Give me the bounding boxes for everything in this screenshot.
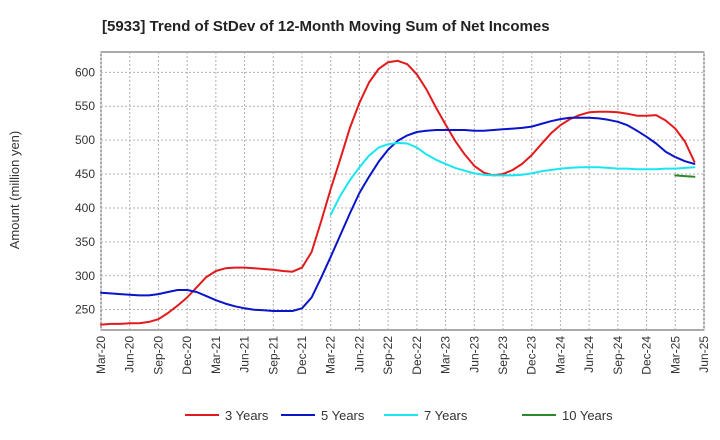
x-tick-label: Mar-24 [553, 336, 567, 374]
x-tick-label: Sep-20 [151, 336, 165, 375]
x-tick-label: Dec-22 [410, 336, 424, 375]
x-axis-ticks: Mar-20 Jun-20 Sep-20 Dec-20 Mar-21 Jun-21 Sep-… [94, 336, 711, 375]
grid [100, 52, 705, 330]
legend-label: 5 Years [321, 408, 365, 423]
x-tick-label: Dec-21 [295, 336, 309, 375]
x-tick-label: Dec-23 [525, 336, 539, 375]
plot-area [100, 51, 705, 331]
x-tick-label: Mar-23 [439, 336, 453, 374]
y-tick-label: 450 [75, 167, 95, 181]
x-tick-label: Jun-20 [123, 336, 137, 373]
x-tick-label: Sep-24 [611, 336, 625, 375]
x-tick-label: Jun-24 [582, 336, 596, 373]
x-tick-label: Sep-22 [381, 336, 395, 375]
x-tick-label: Jun-21 [238, 336, 252, 373]
x-tick-label: Jun-25 [697, 336, 711, 373]
legend-label: 7 Years [424, 408, 468, 423]
series-line-10-years [674, 174, 696, 178]
y-tick-label: 300 [75, 269, 95, 283]
series-line-5-years [100, 116, 696, 312]
y-tick-label: 250 [75, 303, 95, 317]
y-tick-label: 550 [75, 99, 95, 113]
x-tick-label: Jun-22 [352, 336, 366, 373]
legend: 3 Years 5 Years 7 Years 10 Years [185, 408, 613, 423]
legend-label: 10 Years [562, 408, 613, 423]
y-axis-label: Amount (million yen) [7, 131, 22, 250]
series-line-7-years [329, 141, 696, 216]
x-tick-label: Dec-24 [640, 336, 654, 375]
x-tick-label: Sep-23 [496, 336, 510, 375]
x-tick-label: Mar-20 [94, 336, 108, 374]
x-tick-label: Mar-21 [209, 336, 223, 374]
y-tick-label: 350 [75, 235, 95, 249]
y-tick-label: 400 [75, 201, 95, 215]
x-tick-label: Mar-22 [324, 336, 338, 374]
y-tick-label: 500 [75, 133, 95, 147]
x-tick-label: Jun-23 [467, 336, 481, 373]
x-tick-label: Mar-25 [668, 336, 682, 374]
legend-label: 3 Years [225, 408, 269, 423]
x-tick-label: Dec-20 [180, 336, 194, 375]
series-line-3-years [100, 59, 696, 326]
chart-title: [5933] Trend of StDev of 12-Month Moving… [102, 18, 550, 35]
y-tick-label: 600 [75, 65, 95, 79]
x-tick-label: Sep-21 [266, 336, 280, 375]
y-axis-ticks: 250 300 350 400 450 500 550 600 [75, 65, 95, 316]
series-lines [100, 59, 696, 326]
